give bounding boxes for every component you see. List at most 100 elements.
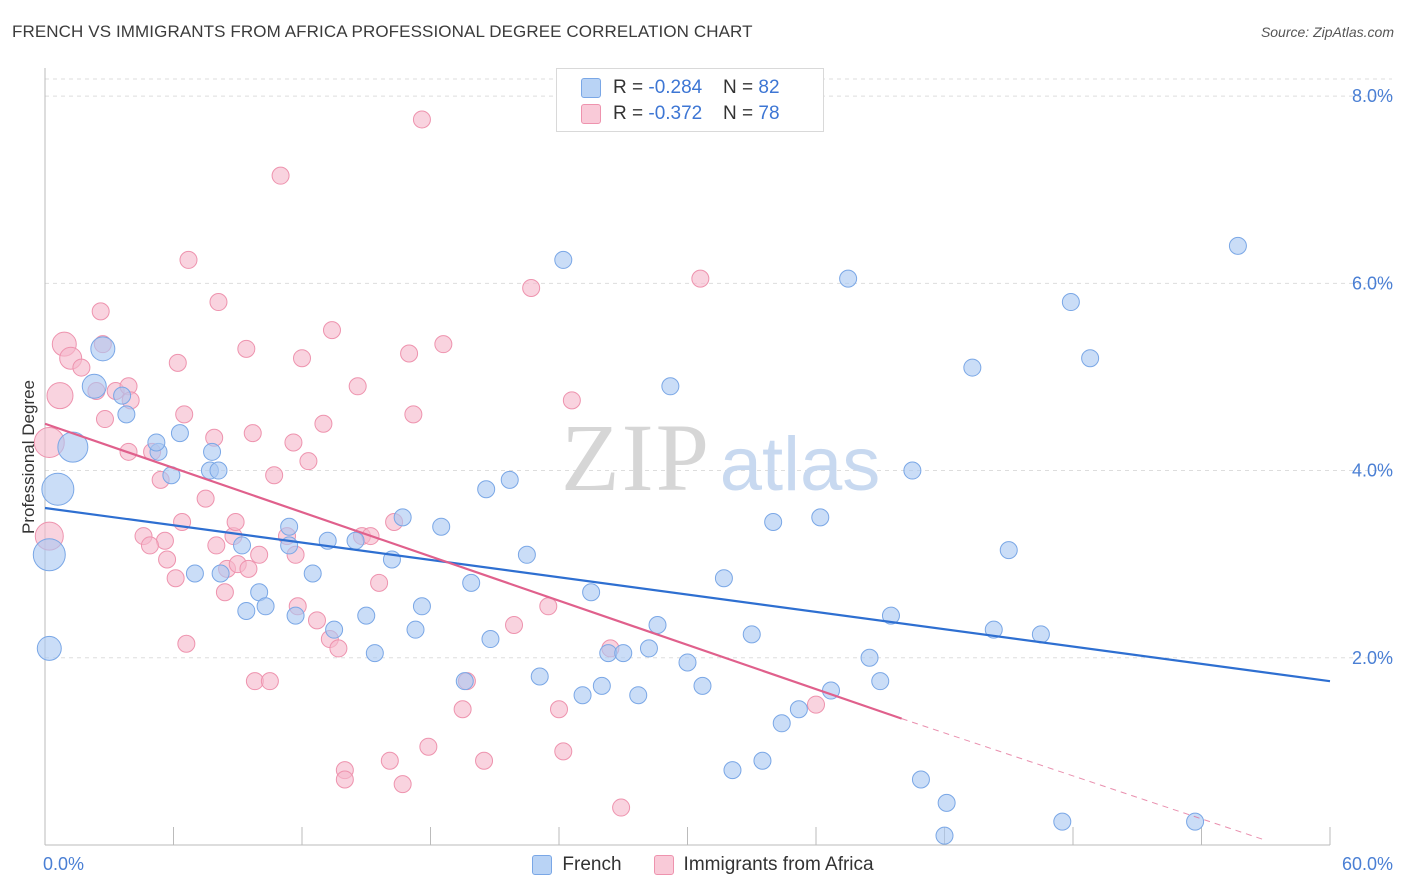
africa-point <box>612 798 631 817</box>
french-point <box>1081 349 1100 368</box>
y-tick-label: 8.0% <box>1352 86 1393 106</box>
french-point <box>280 517 299 536</box>
series-immigrants-from-africa <box>33 110 825 817</box>
africa-point <box>412 110 431 129</box>
africa-point <box>322 321 341 340</box>
africa-r-value: -0.372 <box>648 103 703 124</box>
french-point <box>203 442 222 461</box>
french-point <box>233 536 252 555</box>
africa-point <box>562 391 581 410</box>
africa-point <box>140 536 159 555</box>
africa-point <box>550 700 568 719</box>
africa-point <box>166 569 185 588</box>
africa-point <box>691 269 710 288</box>
africa-n-label: N = <box>723 103 759 124</box>
africa-trend-line <box>44 422 903 720</box>
africa-point <box>400 344 419 363</box>
french-point <box>303 564 322 583</box>
africa-point <box>250 545 269 564</box>
chart-title: FRENCH VS IMMIGRANTS FROM AFRICA PROFESS… <box>12 22 753 41</box>
french-point <box>357 606 376 625</box>
legend-item-africa[interactable]: Immigrants from Africa <box>653 854 874 876</box>
trend-lines <box>44 422 1331 841</box>
french-point <box>256 597 275 616</box>
africa-point <box>226 513 245 532</box>
africa-trend-extension <box>901 718 1266 841</box>
legend-item-french[interactable]: French <box>532 854 622 876</box>
africa-point <box>370 573 389 592</box>
french-point <box>614 644 633 663</box>
french-point <box>237 601 256 620</box>
africa-point <box>196 489 215 508</box>
africa-point <box>237 339 256 358</box>
africa-point <box>404 405 423 424</box>
africa-point <box>299 452 318 471</box>
french-point <box>999 541 1018 560</box>
africa-point <box>335 770 354 789</box>
french-point <box>346 531 365 550</box>
africa-point <box>505 616 524 635</box>
french-point <box>573 686 592 705</box>
french-point <box>530 667 549 686</box>
africa-point <box>243 424 262 443</box>
correlation-legend: R = -0.284 N = 82 R = -0.372 N = 78 <box>556 68 824 132</box>
french-point <box>500 470 519 489</box>
french-point <box>81 373 107 399</box>
legend-row-africa: R = -0.372 N = 78 <box>581 101 780 127</box>
y-tick-label: 4.0% <box>1352 461 1393 481</box>
french-point <box>753 751 772 770</box>
french-point <box>661 377 680 396</box>
watermark-zip: ZIP <box>561 404 711 511</box>
french-point <box>365 644 384 663</box>
y-tick-label: 6.0% <box>1352 273 1393 293</box>
africa-point <box>554 742 573 761</box>
french-point <box>393 508 412 527</box>
french-trend-line <box>44 506 1331 683</box>
africa-point <box>46 382 74 410</box>
africa-point <box>239 559 258 578</box>
french-point <box>211 564 230 583</box>
french-point <box>554 250 573 269</box>
french-point <box>772 714 791 733</box>
africa-n-value: 78 <box>758 103 780 124</box>
africa-point <box>209 293 228 312</box>
french-point <box>170 424 189 443</box>
africa-point <box>215 583 234 602</box>
africa-point <box>72 358 91 377</box>
french-point <box>903 461 922 480</box>
french-point <box>57 431 89 463</box>
french-point <box>113 386 132 405</box>
africa-point <box>453 700 472 719</box>
africa-point <box>155 531 174 550</box>
africa-swatch <box>581 104 601 124</box>
africa-point <box>179 250 198 269</box>
africa-point <box>419 737 438 756</box>
french-point <box>911 770 930 789</box>
french-r-label: R = <box>613 77 649 98</box>
french-point <box>811 508 830 527</box>
french-point <box>147 433 166 452</box>
french-point <box>639 639 658 658</box>
africa-point <box>807 695 825 714</box>
french-point <box>789 700 808 719</box>
french-point <box>881 606 900 625</box>
french-point <box>714 569 733 588</box>
french-point <box>648 616 667 635</box>
french-point <box>90 336 116 362</box>
africa-point <box>307 611 326 630</box>
africa-point <box>260 672 279 691</box>
french-point <box>963 358 982 377</box>
french-point <box>406 620 425 639</box>
y-tick-label: 2.0% <box>1352 648 1393 668</box>
french-point <box>117 405 136 424</box>
x-tick-label-max: 60.0% <box>1342 854 1393 874</box>
french-n-label: N = <box>723 77 759 98</box>
french-point <box>582 583 601 602</box>
africa-point <box>177 634 196 653</box>
source-label: Source: ZipAtlas.com <box>1260 24 1394 40</box>
africa-point <box>207 536 226 555</box>
french-point <box>455 672 474 691</box>
french-point <box>481 630 500 649</box>
africa-point <box>434 335 453 354</box>
africa-point <box>475 751 494 770</box>
